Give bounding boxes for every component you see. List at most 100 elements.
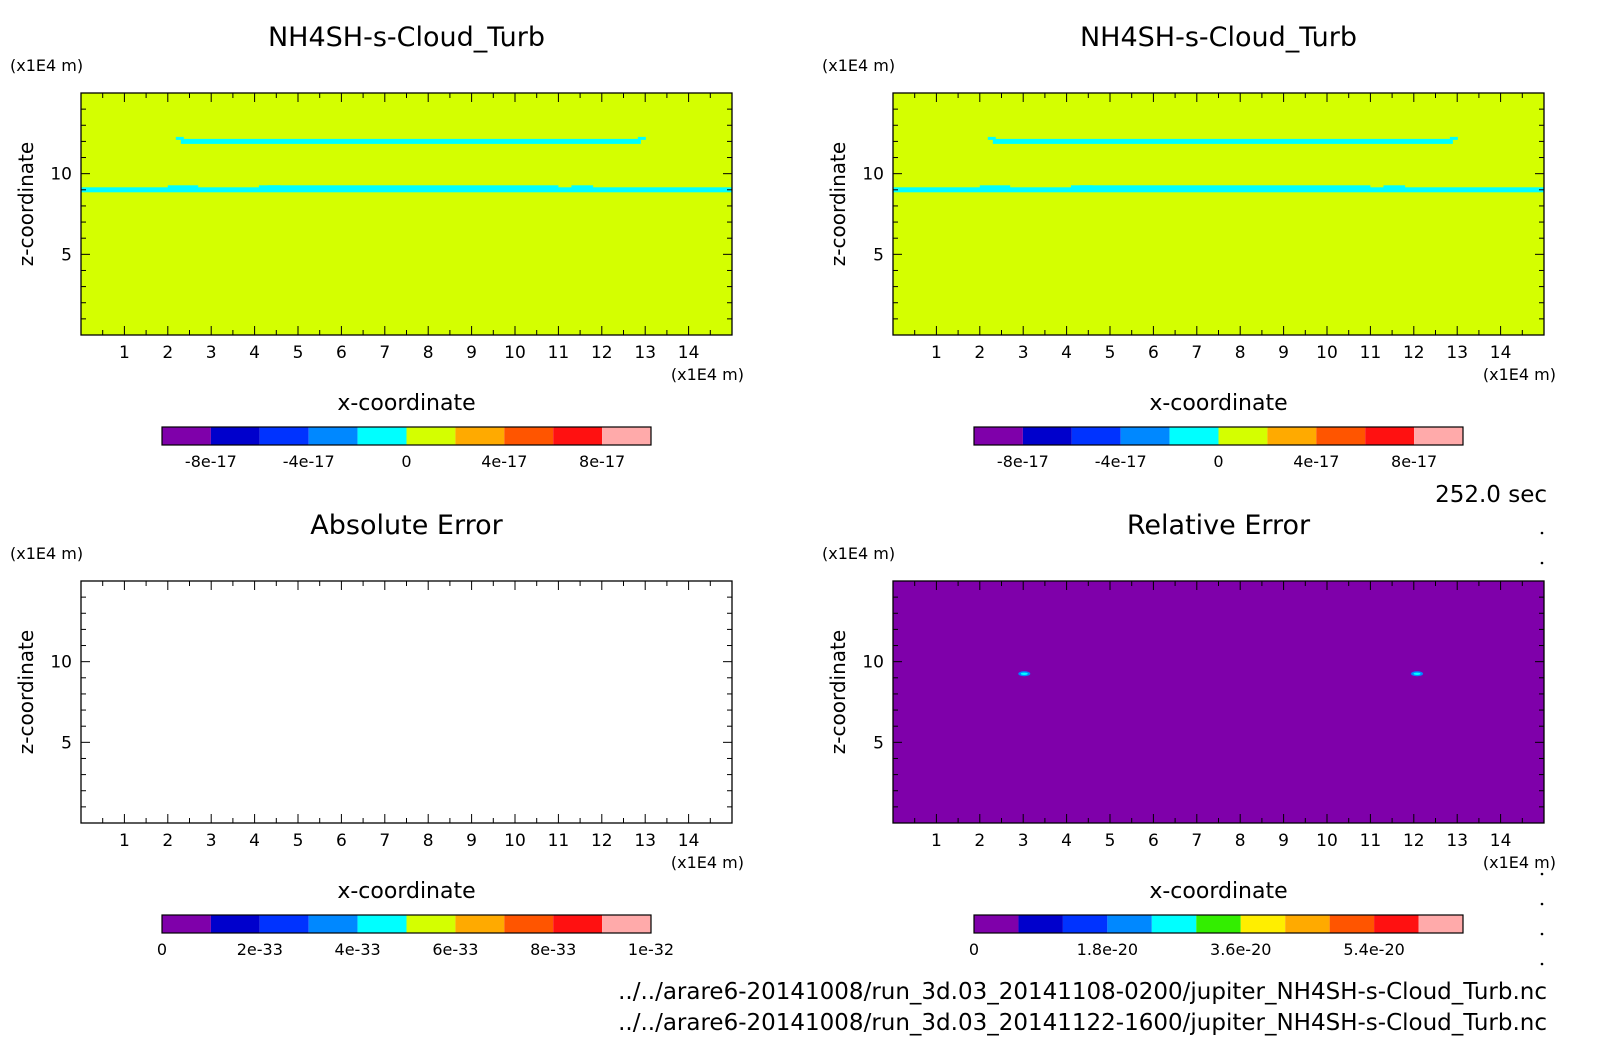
x-unit-label: (x1E4 m) <box>671 365 744 384</box>
colorbar-swatch <box>162 915 211 933</box>
x-tick-label: 11 <box>1360 343 1382 363</box>
colorbar-swatch <box>602 427 651 445</box>
x-tick-label: 2 <box>162 343 173 363</box>
ticks <box>80 580 733 824</box>
y-unit-label: (x1E4 m) <box>822 544 895 563</box>
x-tick-label: 1 <box>119 831 130 851</box>
colorbar-swatch <box>1267 427 1317 445</box>
x-tick-label: 5 <box>293 343 304 363</box>
colorbar-swatch <box>1285 915 1330 933</box>
x-tick-label: 12 <box>591 831 613 851</box>
y-axis-label: z-coordinate <box>826 142 850 266</box>
y-unit-label: (x1E4 m) <box>822 56 895 75</box>
colorbar-swatch <box>602 915 651 933</box>
x-tick-label: 12 <box>1403 343 1425 363</box>
colorbar-swatch <box>1316 427 1366 445</box>
panel-title: Relative Error <box>1127 510 1311 541</box>
colorbar-swatch <box>1018 915 1063 933</box>
colorbar-tick-label: 1e-32 <box>628 940 674 959</box>
x-tick-label: 5 <box>1105 343 1116 363</box>
x-tick-label: 11 <box>548 343 570 363</box>
y-tick-label: 10 <box>50 653 72 673</box>
x-tick-label: 10 <box>1316 343 1338 363</box>
x-tick-label: 8 <box>423 343 434 363</box>
x-tick-label: 6 <box>1148 831 1159 851</box>
file-path-1: ../../arare6-20141008/run_3d.03_20141108… <box>618 979 1547 1005</box>
y-axis-label: z-coordinate <box>826 630 850 754</box>
colorbar-swatch <box>1151 915 1197 933</box>
colorbar-swatch <box>1169 427 1219 445</box>
x-tick-label: 4 <box>1061 831 1072 851</box>
panel-title: Absolute Error <box>310 510 503 541</box>
x-tick-label: 6 <box>336 343 347 363</box>
colorbar-swatch <box>210 427 260 445</box>
x-tick-label: 4 <box>1061 343 1072 363</box>
x-tick-label: 1 <box>931 831 942 851</box>
colorbar-frame <box>161 426 652 446</box>
panel-title: NH4SH-s-Cloud_Turb <box>1080 22 1357 53</box>
x-unit-label: (x1E4 m) <box>1483 853 1556 872</box>
colorbar-swatch <box>455 427 505 445</box>
x-tick-label: 6 <box>1148 343 1159 363</box>
x-unit-label: (x1E4 m) <box>671 853 744 872</box>
colorbar-tick-label: 4e-17 <box>1293 452 1339 471</box>
x-tick-label: 7 <box>379 831 390 851</box>
plot-area <box>81 93 732 335</box>
panel-title: NH4SH-s-Cloud_Turb <box>268 22 545 53</box>
y-axis-label: z-coordinate <box>14 630 38 754</box>
x-tick-label: 9 <box>466 343 477 363</box>
colorbar-swatch <box>1374 915 1419 933</box>
panel-4: Relative Error(x1E4 m)1 2 3 4 5 6 7 8 9 10 11 12 13 1… <box>822 510 1556 959</box>
colorbar-tick-label: 0 <box>157 940 167 959</box>
colorbar-tick-label: 0 <box>1213 452 1223 471</box>
colorbar-swatch <box>553 427 603 445</box>
colorbar-swatch <box>1329 915 1375 933</box>
x-tick-label: 1 <box>931 343 942 363</box>
x-tick-label: 10 <box>504 343 526 363</box>
ticks <box>892 580 1545 824</box>
cloud-band-upper <box>987 136 1458 144</box>
colorbar-swatch <box>1120 427 1170 445</box>
x-tick-label: 6 <box>336 831 347 851</box>
y-tick-label: 10 <box>862 653 884 673</box>
x-tick-label: 8 <box>423 831 434 851</box>
colorbar-swatch <box>504 915 554 933</box>
x-tick-label: 3 <box>206 343 217 363</box>
colorbar-swatch <box>1414 427 1463 445</box>
colorbar-swatch <box>1071 427 1121 445</box>
x-tick-label: 10 <box>1316 831 1338 851</box>
x-tick-label: 8 <box>1235 343 1246 363</box>
x-tick-label: 9 <box>1278 831 1289 851</box>
x-tick-label: 3 <box>1018 831 1029 851</box>
x-tick-label: 7 <box>1191 343 1202 363</box>
x-tick-label: 12 <box>591 343 613 363</box>
x-axis-label: x-coordinate <box>337 391 475 416</box>
x-tick-label: 13 <box>1446 343 1468 363</box>
ticks <box>892 92 1545 336</box>
x-tick-label: 13 <box>634 831 656 851</box>
x-tick-label: 9 <box>1278 343 1289 363</box>
error-spot <box>1018 671 1031 677</box>
x-unit-label: (x1E4 m) <box>1483 365 1556 384</box>
y-tick-label: 10 <box>862 165 884 185</box>
colorbar: -8e-17 -4e-17 0 4e-17 8e-17 <box>161 426 652 471</box>
colorbar-swatch <box>406 427 456 445</box>
colorbar-swatch <box>1196 915 1241 933</box>
y-unit-label: (x1E4 m) <box>10 544 83 563</box>
colorbar-swatch <box>553 915 603 933</box>
panel-2: NH4SH-s-Cloud_Turb(x1E4 m)1 2 3 4 5 6 7 8 9 10 11 1… <box>822 22 1556 471</box>
x-tick-label: 4 <box>249 831 260 851</box>
ticks <box>80 92 733 336</box>
x-tick-label: 3 <box>1018 343 1029 363</box>
x-tick-label: 7 <box>379 343 390 363</box>
x-tick-label: 14 <box>678 343 700 363</box>
colorbar-frame <box>973 914 1464 934</box>
colorbar-tick-label: -8e-17 <box>185 452 237 471</box>
colorbar: 0 2e-33 4e-33 6e-33 8e-33 1e-32 <box>157 914 674 959</box>
colorbar-tick-label: 0 <box>401 452 411 471</box>
cloud-band-lower <box>81 185 732 193</box>
y-tick-label: 5 <box>61 733 72 753</box>
colorbar-swatch <box>259 427 309 445</box>
y-tick-label: 5 <box>873 733 884 753</box>
colorbar-swatch <box>162 427 211 445</box>
